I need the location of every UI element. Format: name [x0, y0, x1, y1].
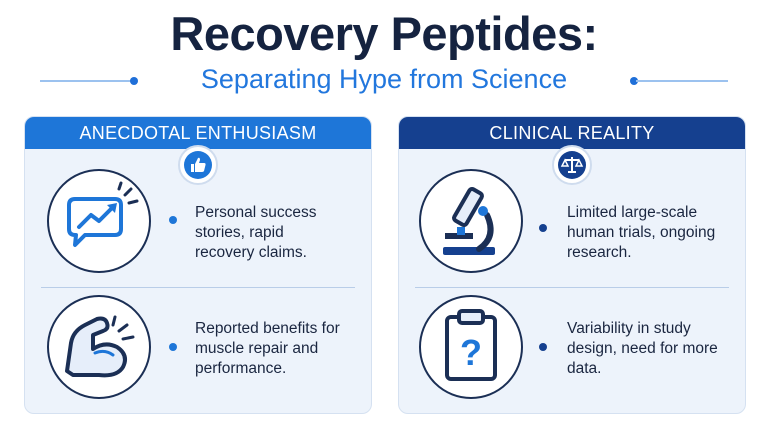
subtitle-rule-left [40, 80, 132, 82]
row-dot [539, 343, 547, 351]
chat-trend-up-icon [47, 169, 151, 273]
page-title: Recovery Peptides: [170, 7, 598, 60]
anecdotal-panel: ANECDOTAL ENTHUSIASM Personal success st… [24, 116, 372, 414]
clinical-panel: CLINICAL REALITY Limited large-scale hum… [398, 116, 746, 414]
thumbs-up-icon [178, 145, 218, 185]
anecdotal-row-2-text: Reported benefits for muscle repair and … [195, 320, 340, 377]
clinical-panel-header: CLINICAL REALITY [399, 117, 745, 149]
svg-text:?: ? [460, 332, 482, 373]
subtitle-row: Separating Hype from Science [0, 64, 768, 98]
subtitle-rule-right [636, 80, 728, 82]
page-subtitle: Separating Hype from Science [200, 64, 568, 94]
subtitle-dot-right [630, 77, 638, 85]
clinical-row-2-text: Variability in study design, need for mo… [567, 320, 718, 377]
clipboard-question-icon: ? [419, 295, 523, 399]
balance-scale-icon [552, 145, 592, 185]
microscope-icon [419, 169, 523, 273]
row-dot [169, 216, 177, 224]
anecdotal-divider [41, 287, 355, 288]
subtitle-dot-left [130, 77, 138, 85]
clinical-row-1-text: Limited large-scale human trials, ongoin… [567, 204, 716, 261]
clinical-divider [415, 287, 729, 288]
row-dot [169, 343, 177, 351]
row-dot [539, 224, 547, 232]
anecdotal-row-1-text: Personal success stories, rapid recovery… [195, 204, 317, 261]
anecdotal-panel-header: ANECDOTAL ENTHUSIASM [25, 117, 371, 149]
flexed-arm-icon [47, 295, 151, 399]
